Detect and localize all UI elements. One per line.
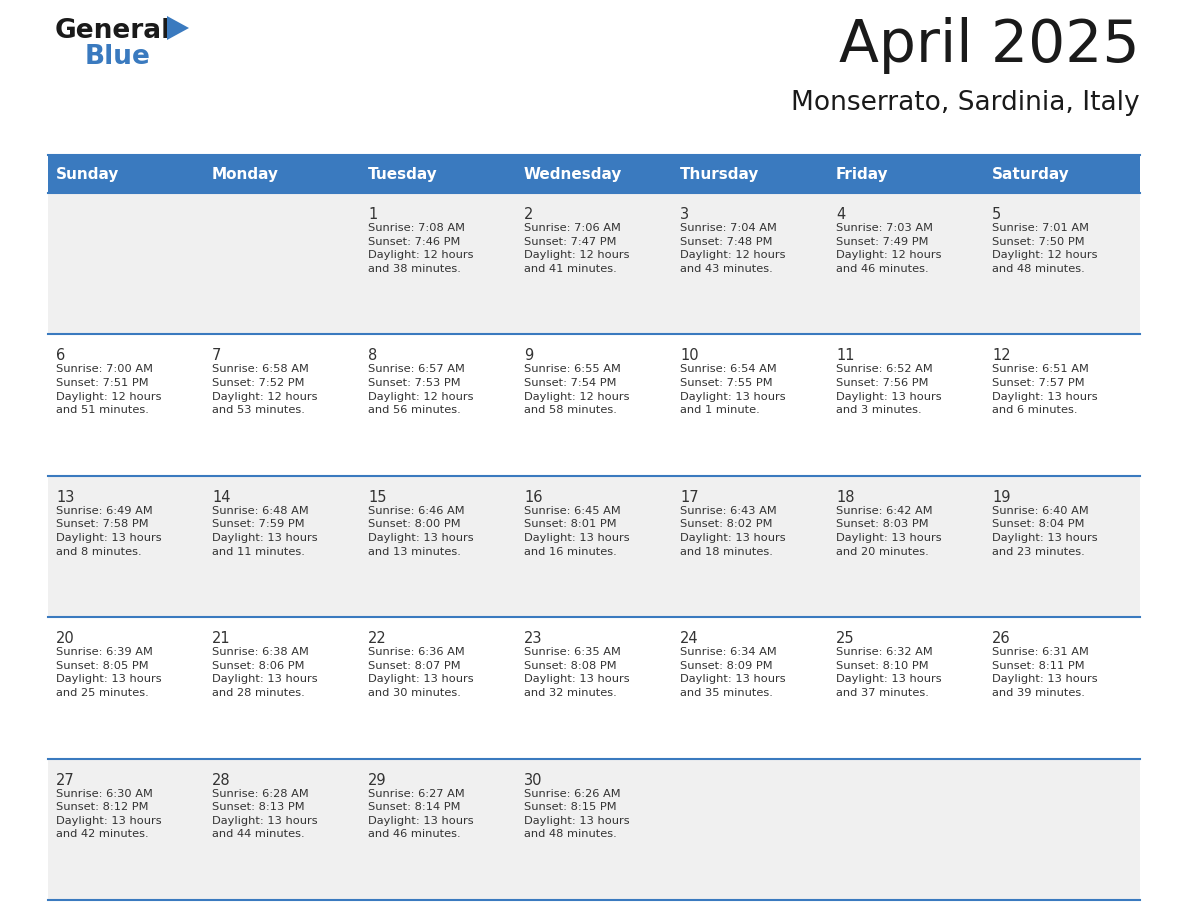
Text: Monserrato, Sardinia, Italy: Monserrato, Sardinia, Italy — [791, 90, 1140, 116]
Text: 13: 13 — [56, 490, 75, 505]
Text: Sunrise: 6:57 AM
Sunset: 7:53 PM
Daylight: 12 hours
and 56 minutes.: Sunrise: 6:57 AM Sunset: 7:53 PM Dayligh… — [368, 364, 474, 415]
Text: Sunrise: 7:08 AM
Sunset: 7:46 PM
Daylight: 12 hours
and 38 minutes.: Sunrise: 7:08 AM Sunset: 7:46 PM Dayligh… — [368, 223, 474, 274]
Text: Sunrise: 6:39 AM
Sunset: 8:05 PM
Daylight: 13 hours
and 25 minutes.: Sunrise: 6:39 AM Sunset: 8:05 PM Dayligh… — [56, 647, 162, 698]
Text: 1: 1 — [368, 207, 378, 222]
Text: Saturday: Saturday — [992, 166, 1069, 182]
Bar — [48, 617, 1140, 758]
Text: 27: 27 — [56, 773, 75, 788]
Text: 18: 18 — [836, 490, 854, 505]
Text: Sunrise: 6:46 AM
Sunset: 8:00 PM
Daylight: 13 hours
and 13 minutes.: Sunrise: 6:46 AM Sunset: 8:00 PM Dayligh… — [368, 506, 474, 556]
Text: Wednesday: Wednesday — [524, 166, 623, 182]
Text: Sunrise: 6:49 AM
Sunset: 7:58 PM
Daylight: 13 hours
and 8 minutes.: Sunrise: 6:49 AM Sunset: 7:58 PM Dayligh… — [56, 506, 162, 556]
Text: 22: 22 — [368, 632, 387, 646]
Text: Thursday: Thursday — [680, 166, 759, 182]
Text: Sunrise: 7:04 AM
Sunset: 7:48 PM
Daylight: 12 hours
and 43 minutes.: Sunrise: 7:04 AM Sunset: 7:48 PM Dayligh… — [680, 223, 785, 274]
Text: Sunrise: 7:06 AM
Sunset: 7:47 PM
Daylight: 12 hours
and 41 minutes.: Sunrise: 7:06 AM Sunset: 7:47 PM Dayligh… — [524, 223, 630, 274]
Text: 7: 7 — [211, 349, 221, 364]
Text: Sunrise: 6:40 AM
Sunset: 8:04 PM
Daylight: 13 hours
and 23 minutes.: Sunrise: 6:40 AM Sunset: 8:04 PM Dayligh… — [992, 506, 1098, 556]
Text: Sunrise: 6:31 AM
Sunset: 8:11 PM
Daylight: 13 hours
and 39 minutes.: Sunrise: 6:31 AM Sunset: 8:11 PM Dayligh… — [992, 647, 1098, 698]
Text: Sunrise: 7:01 AM
Sunset: 7:50 PM
Daylight: 12 hours
and 48 minutes.: Sunrise: 7:01 AM Sunset: 7:50 PM Dayligh… — [992, 223, 1098, 274]
Text: Sunrise: 6:52 AM
Sunset: 7:56 PM
Daylight: 13 hours
and 3 minutes.: Sunrise: 6:52 AM Sunset: 7:56 PM Dayligh… — [836, 364, 942, 415]
Text: Sunrise: 6:48 AM
Sunset: 7:59 PM
Daylight: 13 hours
and 11 minutes.: Sunrise: 6:48 AM Sunset: 7:59 PM Dayligh… — [211, 506, 317, 556]
Text: 19: 19 — [992, 490, 1011, 505]
Text: 21: 21 — [211, 632, 230, 646]
Text: Sunday: Sunday — [56, 166, 119, 182]
Text: Sunrise: 6:32 AM
Sunset: 8:10 PM
Daylight: 13 hours
and 37 minutes.: Sunrise: 6:32 AM Sunset: 8:10 PM Dayligh… — [836, 647, 942, 698]
Bar — [48, 155, 1140, 193]
Bar — [48, 476, 1140, 617]
Text: Sunrise: 6:42 AM
Sunset: 8:03 PM
Daylight: 13 hours
and 20 minutes.: Sunrise: 6:42 AM Sunset: 8:03 PM Dayligh… — [836, 506, 942, 556]
Text: 26: 26 — [992, 632, 1011, 646]
Text: 5: 5 — [992, 207, 1001, 222]
Text: Sunrise: 6:45 AM
Sunset: 8:01 PM
Daylight: 13 hours
and 16 minutes.: Sunrise: 6:45 AM Sunset: 8:01 PM Dayligh… — [524, 506, 630, 556]
Text: Sunrise: 6:30 AM
Sunset: 8:12 PM
Daylight: 13 hours
and 42 minutes.: Sunrise: 6:30 AM Sunset: 8:12 PM Dayligh… — [56, 789, 162, 839]
Text: 15: 15 — [368, 490, 386, 505]
Text: Tuesday: Tuesday — [368, 166, 437, 182]
Text: Sunrise: 6:36 AM
Sunset: 8:07 PM
Daylight: 13 hours
and 30 minutes.: Sunrise: 6:36 AM Sunset: 8:07 PM Dayligh… — [368, 647, 474, 698]
Text: Sunrise: 7:03 AM
Sunset: 7:49 PM
Daylight: 12 hours
and 46 minutes.: Sunrise: 7:03 AM Sunset: 7:49 PM Dayligh… — [836, 223, 942, 274]
Text: 16: 16 — [524, 490, 543, 505]
Text: 28: 28 — [211, 773, 230, 788]
Text: 11: 11 — [836, 349, 854, 364]
Text: 17: 17 — [680, 490, 699, 505]
Text: 3: 3 — [680, 207, 689, 222]
Text: 9: 9 — [524, 349, 533, 364]
Text: Sunrise: 6:51 AM
Sunset: 7:57 PM
Daylight: 13 hours
and 6 minutes.: Sunrise: 6:51 AM Sunset: 7:57 PM Dayligh… — [992, 364, 1098, 415]
Text: General: General — [55, 18, 171, 44]
Text: 12: 12 — [992, 349, 1011, 364]
Text: 24: 24 — [680, 632, 699, 646]
Text: Blue: Blue — [86, 44, 151, 70]
Text: Sunrise: 7:00 AM
Sunset: 7:51 PM
Daylight: 12 hours
and 51 minutes.: Sunrise: 7:00 AM Sunset: 7:51 PM Dayligh… — [56, 364, 162, 415]
Text: 10: 10 — [680, 349, 699, 364]
Text: Friday: Friday — [836, 166, 889, 182]
Text: Sunrise: 6:43 AM
Sunset: 8:02 PM
Daylight: 13 hours
and 18 minutes.: Sunrise: 6:43 AM Sunset: 8:02 PM Dayligh… — [680, 506, 785, 556]
Text: 29: 29 — [368, 773, 386, 788]
Text: Sunrise: 6:27 AM
Sunset: 8:14 PM
Daylight: 13 hours
and 46 minutes.: Sunrise: 6:27 AM Sunset: 8:14 PM Dayligh… — [368, 789, 474, 839]
Text: 23: 23 — [524, 632, 543, 646]
Text: Sunrise: 6:54 AM
Sunset: 7:55 PM
Daylight: 13 hours
and 1 minute.: Sunrise: 6:54 AM Sunset: 7:55 PM Dayligh… — [680, 364, 785, 415]
Text: 2: 2 — [524, 207, 533, 222]
Text: 14: 14 — [211, 490, 230, 505]
Text: 8: 8 — [368, 349, 378, 364]
Bar — [48, 758, 1140, 900]
Bar — [48, 193, 1140, 334]
Text: Sunrise: 6:38 AM
Sunset: 8:06 PM
Daylight: 13 hours
and 28 minutes.: Sunrise: 6:38 AM Sunset: 8:06 PM Dayligh… — [211, 647, 317, 698]
Text: April 2025: April 2025 — [840, 17, 1140, 74]
Text: Sunrise: 6:58 AM
Sunset: 7:52 PM
Daylight: 12 hours
and 53 minutes.: Sunrise: 6:58 AM Sunset: 7:52 PM Dayligh… — [211, 364, 317, 415]
Text: 30: 30 — [524, 773, 543, 788]
Text: Sunrise: 6:34 AM
Sunset: 8:09 PM
Daylight: 13 hours
and 35 minutes.: Sunrise: 6:34 AM Sunset: 8:09 PM Dayligh… — [680, 647, 785, 698]
Text: 6: 6 — [56, 349, 65, 364]
Text: 20: 20 — [56, 632, 75, 646]
Text: Sunrise: 6:55 AM
Sunset: 7:54 PM
Daylight: 12 hours
and 58 minutes.: Sunrise: 6:55 AM Sunset: 7:54 PM Dayligh… — [524, 364, 630, 415]
Text: 4: 4 — [836, 207, 845, 222]
Polygon shape — [168, 16, 189, 40]
Bar — [48, 334, 1140, 476]
Text: Sunrise: 6:28 AM
Sunset: 8:13 PM
Daylight: 13 hours
and 44 minutes.: Sunrise: 6:28 AM Sunset: 8:13 PM Dayligh… — [211, 789, 317, 839]
Text: 25: 25 — [836, 632, 854, 646]
Text: Sunrise: 6:26 AM
Sunset: 8:15 PM
Daylight: 13 hours
and 48 minutes.: Sunrise: 6:26 AM Sunset: 8:15 PM Dayligh… — [524, 789, 630, 839]
Text: Sunrise: 6:35 AM
Sunset: 8:08 PM
Daylight: 13 hours
and 32 minutes.: Sunrise: 6:35 AM Sunset: 8:08 PM Dayligh… — [524, 647, 630, 698]
Text: Monday: Monday — [211, 166, 279, 182]
